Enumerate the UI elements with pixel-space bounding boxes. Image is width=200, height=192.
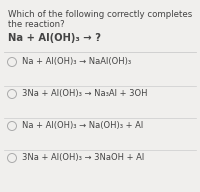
Text: Na + Al(OH)₃ → ?: Na + Al(OH)₃ → ? [8,33,101,43]
Text: the reaction?: the reaction? [8,20,65,29]
Text: 3Na + Al(OH)₃ → Na₃Al + 3OH: 3Na + Al(OH)₃ → Na₃Al + 3OH [22,89,148,98]
Text: Na + Al(OH)₃ → NaAl(OH)₃: Na + Al(OH)₃ → NaAl(OH)₃ [22,57,131,66]
Text: Na + Al(OH)₃ → Na(OH)₃ + Al: Na + Al(OH)₃ → Na(OH)₃ + Al [22,121,143,130]
Text: Which of the following correctly completes: Which of the following correctly complet… [8,10,192,19]
Text: 3Na + Al(OH)₃ → 3NaOH + Al: 3Na + Al(OH)₃ → 3NaOH + Al [22,153,144,162]
